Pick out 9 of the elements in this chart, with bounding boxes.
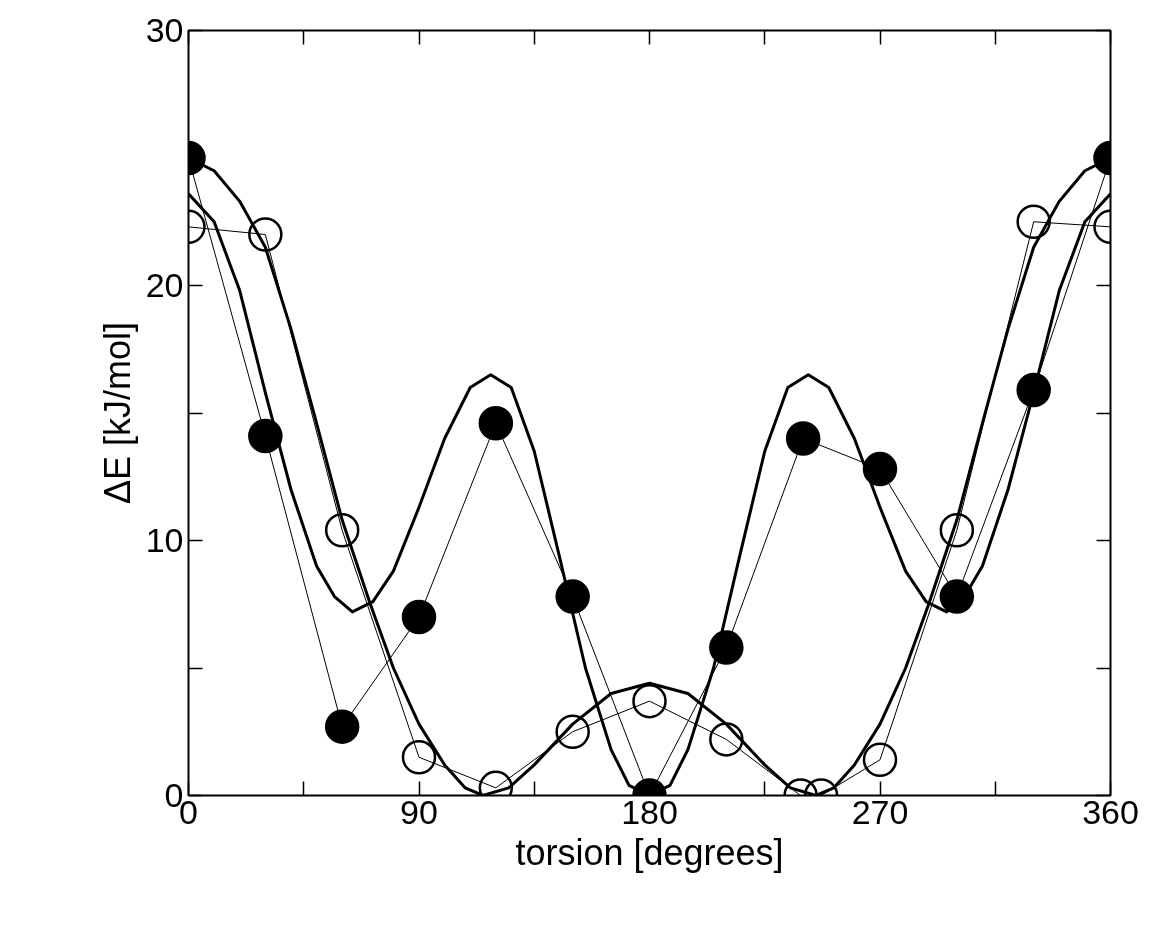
x-tick-label: 90 — [400, 792, 438, 831]
y-tick-label: 30 — [145, 11, 184, 49]
y-axis-title: ΔE [kJ/mol] — [96, 321, 138, 505]
x-tick-label: 180 — [621, 792, 678, 831]
x-axis-title: torsion [degrees] — [515, 831, 784, 873]
x-tick-label: 360 — [1082, 792, 1139, 831]
y-tick-label: 10 — [145, 521, 184, 559]
y-tick-label: 20 — [145, 266, 184, 304]
x-tick-label: 270 — [851, 792, 909, 831]
